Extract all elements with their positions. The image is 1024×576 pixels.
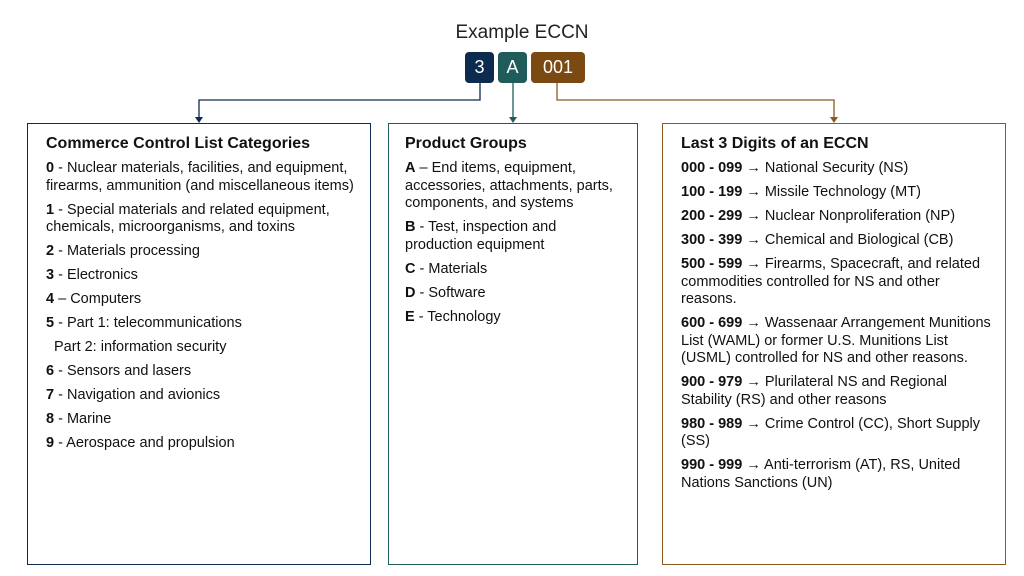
list-item: 6 - Sensors and lasers — [46, 363, 358, 381]
code-chip: 3 — [465, 52, 494, 83]
item-text: - Part 1: telecommunications — [58, 315, 242, 331]
item-text: - Materials — [419, 260, 488, 277]
item-text: - Marine — [58, 410, 112, 427]
list-item: 9 - Aerospace and propulsion — [46, 435, 358, 453]
item-key: 200 - 299 — [681, 208, 743, 224]
item-continuation: Part 2: information security — [54, 338, 227, 355]
item-key: 7 — [46, 386, 55, 403]
item-text: - Electronics — [58, 267, 138, 283]
item-text: → Missile Technology (MT) — [746, 184, 921, 200]
item-text: → Nuclear Nonproliferation (NP) — [746, 208, 956, 224]
item-text: - Sensors and lasers — [58, 362, 192, 379]
item-key: C — [405, 260, 416, 277]
item-text: - Materials processing — [58, 243, 200, 259]
item-key: 980 - 989 — [681, 415, 743, 432]
code-chip: 001 — [531, 52, 585, 83]
item-key: D — [405, 284, 416, 301]
item-text: → Wassenaar Arrangement Munitions List (… — [681, 315, 991, 366]
list-item: 2 - Materials processing — [46, 243, 358, 261]
item-key: 600 - 699 — [681, 315, 743, 331]
list-item: 900 - 979 → Plurilateral NS and Regional… — [681, 374, 993, 409]
list-item: 200 - 299 → Nuclear Nonproliferation (NP… — [681, 208, 993, 226]
list-item: 600 - 699 → Wassenaar Arrangement Muniti… — [681, 315, 993, 368]
list-item: C - Materials — [405, 261, 625, 279]
list-item: 980 - 989 → Crime Control (CC), Short Su… — [681, 416, 993, 451]
item-key: 6 — [46, 362, 55, 379]
item-text: - Aerospace and propulsion — [58, 434, 235, 451]
item-key: 8 — [46, 410, 55, 427]
list-item: 500 - 599 → Firearms, Spacecraft, and re… — [681, 256, 993, 309]
list-item: D - Software — [405, 285, 625, 303]
list-item: 4 – Computers — [46, 291, 358, 309]
list-item: 1 - Special materials and related equipm… — [46, 202, 358, 237]
item-text: → Firearms, Spacecraft, and related comm… — [681, 256, 981, 307]
list-item: 000 - 099 → National Security (NS) — [681, 160, 993, 178]
item-key: A — [405, 160, 416, 176]
item-key: 100 - 199 — [681, 184, 743, 200]
list-item: A – End items, equipment, accessories, a… — [405, 160, 625, 213]
item-text: - Test, inspection and production equipm… — [405, 219, 557, 253]
item-key: 9 — [46, 434, 55, 451]
diagram-title: Example ECCN — [455, 22, 589, 43]
item-key: 900 - 979 — [681, 374, 743, 390]
list-item: 990 - 999 → Anti-terrorism (AT), RS, Uni… — [681, 457, 993, 492]
box-title: Product Groups — [405, 135, 527, 152]
item-key: 500 - 599 — [681, 256, 743, 272]
item-key: B — [405, 219, 416, 235]
category-box: Commerce Control List Categories 0 - Nucl… — [27, 123, 371, 565]
group-box: Product Groups A – End items, equipment, … — [388, 123, 638, 565]
box-title: Last 3 Digits of an ECCN — [681, 135, 869, 152]
item-text: → Crime Control (CC), Short Supply (SS) — [681, 415, 980, 450]
item-text: → Plurilateral NS and Regional Stability… — [681, 374, 947, 408]
item-text: → National Security (NS) — [746, 160, 909, 176]
item-key: 5 — [46, 315, 55, 331]
item-text: → Chemical and Biological (CB) — [746, 232, 954, 248]
item-text: - Special materials and related equipmen… — [46, 201, 330, 236]
list-item: 7 - Navigation and avionics — [46, 387, 358, 405]
item-key: E — [405, 308, 415, 325]
item-key: 3 — [46, 267, 55, 283]
arrowhead — [830, 117, 838, 123]
digits-box: Last 3 Digits of an ECCN 000 - 099 → Nati… — [662, 123, 1006, 565]
item-key: 990 - 999 — [681, 457, 743, 473]
connector — [198, 83, 481, 118]
item-key: 2 — [46, 243, 55, 259]
item-text: → Anti-terrorism (AT), RS, United Nation… — [681, 457, 961, 491]
item-key: 1 — [46, 201, 55, 218]
list-item: 3 - Electronics — [46, 267, 358, 285]
item-text: - Technology — [418, 308, 501, 325]
list-item: 300 - 399 → Chemical and Biological (CB) — [681, 232, 993, 250]
item-key: 300 - 399 — [681, 232, 743, 248]
list-item: 5 - Part 1: telecommunications Part 2: in… — [46, 315, 358, 356]
item-key: 0 — [46, 160, 55, 176]
item-text: - Nuclear materials, facilities, and equ… — [46, 160, 354, 194]
connector — [556, 83, 835, 118]
list-item: 8 - Marine — [46, 411, 358, 429]
list-item: 0 - Nuclear materials, facilities, and e… — [46, 160, 358, 195]
arrowhead — [509, 117, 517, 123]
code-chip: A — [498, 52, 527, 83]
list-item: 100 - 199 → Missile Technology (MT) — [681, 184, 993, 202]
item-text: – End items, equipment, accessories, att… — [405, 160, 613, 211]
item-key: 4 — [46, 291, 55, 307]
item-text: - Navigation and avionics — [58, 386, 221, 403]
list-item: B - Test, inspection and production equi… — [405, 219, 625, 254]
list-item: E - Technology — [405, 309, 625, 327]
item-text: - Software — [419, 284, 486, 301]
box-title: Commerce Control List Categories — [46, 135, 311, 152]
arrowhead — [195, 117, 203, 123]
item-key: 000 - 099 — [681, 160, 743, 176]
item-text: – Computers — [58, 291, 142, 307]
